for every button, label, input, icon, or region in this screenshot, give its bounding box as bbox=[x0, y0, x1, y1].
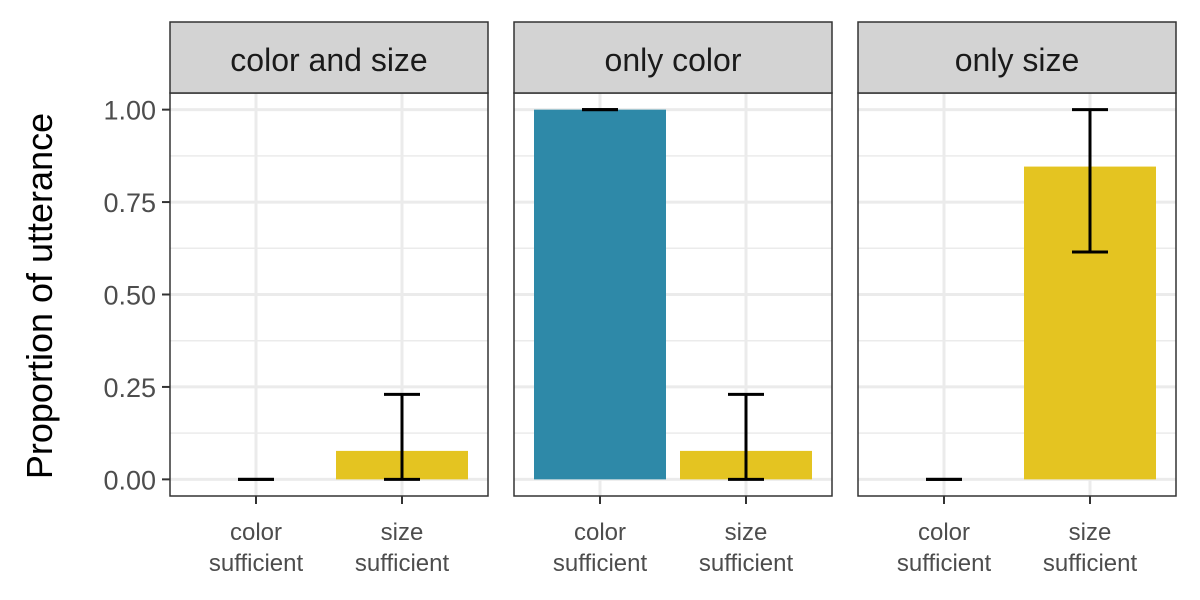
y-tick-label: 0.00 bbox=[103, 465, 156, 495]
y-tick-label: 0.25 bbox=[103, 373, 156, 403]
facet-strip bbox=[513, 21, 833, 94]
facet-strip-label: only size bbox=[955, 42, 1080, 78]
y-tick-label: 1.00 bbox=[103, 96, 156, 126]
error-bar bbox=[1072, 108, 1108, 254]
x-tick-label: color sufficient bbox=[553, 519, 648, 577]
x-tick-label: color sufficient bbox=[209, 519, 304, 577]
y-tick-label: 0.50 bbox=[103, 281, 156, 311]
strip-layer: color and size only color only size bbox=[169, 21, 1177, 94]
facet-strip-label: only color bbox=[605, 42, 742, 78]
x-tick-label: size sufficient bbox=[699, 519, 794, 577]
y-axis-title: Proportion of utterance bbox=[19, 113, 60, 479]
x-tick-label: size sufficient bbox=[355, 519, 450, 577]
facet-strip bbox=[169, 21, 489, 94]
axis-layer: color sufficient size sufficient color suffic… bbox=[103, 96, 1137, 577]
error-bar bbox=[728, 392, 764, 481]
bar-color-sufficient bbox=[534, 109, 666, 480]
x-tick-label: color sufficient bbox=[897, 519, 992, 577]
facet-strip bbox=[857, 21, 1177, 94]
y-tick-label: 0.75 bbox=[103, 188, 156, 218]
x-tick-label: size sufficient bbox=[1043, 519, 1138, 577]
error-bar bbox=[384, 392, 420, 481]
facet-strip-label: color and size bbox=[230, 42, 427, 78]
errorbar-layer bbox=[238, 108, 1108, 481]
bar-layer bbox=[336, 109, 1156, 480]
